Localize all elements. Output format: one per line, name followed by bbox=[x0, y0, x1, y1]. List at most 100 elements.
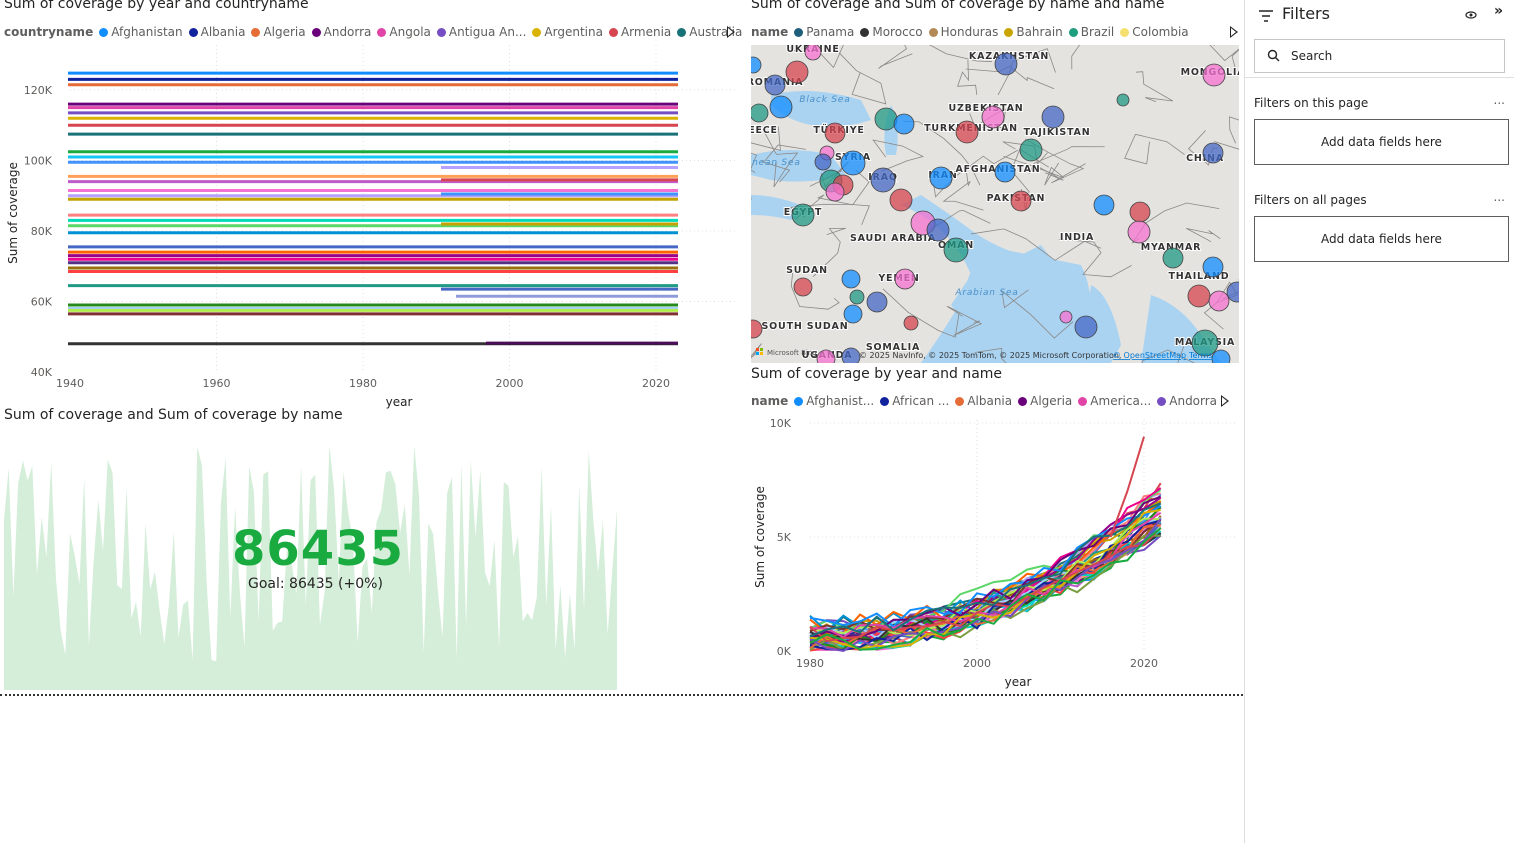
chart-legend: name Afghanist... African ... Albania Alger… bbox=[751, 394, 1223, 408]
map-bubble bbox=[1010, 190, 1032, 212]
legend-item[interactable]: Argentina bbox=[532, 25, 603, 39]
legend-item[interactable]: America... bbox=[1078, 394, 1151, 408]
legend-label: Algeria bbox=[1030, 394, 1073, 408]
legend-item[interactable]: Antigua An... bbox=[436, 25, 526, 39]
chart-title: Sum of coverage by year and countryname bbox=[4, 0, 309, 12]
map-bubble bbox=[994, 161, 1016, 183]
legend-label: African ... bbox=[892, 394, 950, 408]
legend-next-arrow[interactable] bbox=[727, 26, 735, 38]
map-label: ranean Sea bbox=[751, 158, 801, 168]
filters-pane: Filters » Search Filters on this page ..… bbox=[1244, 0, 1514, 843]
map-border bbox=[997, 48, 1056, 96]
map-bubble bbox=[764, 74, 786, 96]
map-border bbox=[1058, 239, 1132, 278]
legend-item[interactable]: African ... bbox=[880, 394, 949, 408]
legend-item[interactable]: Andorra bbox=[1157, 394, 1217, 408]
map-bubble bbox=[769, 95, 793, 119]
series-line bbox=[809, 502, 1162, 638]
legend-item[interactable]: Panama bbox=[794, 25, 854, 39]
map-border bbox=[872, 139, 925, 172]
chart-plot-area: 10K 5K 0K 1980 2000 2020 Sum of coverage year bbox=[753, 417, 1236, 689]
legend-item[interactable]: Afghanistan bbox=[99, 25, 183, 39]
map-bubble bbox=[893, 113, 915, 135]
legend-item[interactable]: Bahrain bbox=[1004, 25, 1063, 39]
selection-border bbox=[0, 694, 1243, 696]
ms-logo-icon bbox=[756, 348, 759, 351]
map-bubble bbox=[751, 56, 762, 74]
x-tick-label: 1940 bbox=[56, 377, 84, 390]
map-visual-coverage[interactable]: Sum of coverage and Sum of coverage by n… bbox=[751, 0, 1241, 365]
chart-title: Sum of coverage and Sum of coverage by n… bbox=[4, 407, 343, 423]
map-bubble bbox=[1041, 105, 1065, 129]
map-bubble bbox=[1202, 256, 1224, 278]
map-bubble bbox=[1211, 349, 1231, 363]
search-input[interactable]: Search bbox=[1291, 49, 1333, 63]
legend-item[interactable]: Honduras bbox=[928, 25, 998, 39]
legend-item[interactable]: Brazil bbox=[1068, 25, 1115, 39]
map-area[interactable]: UKRAINEKAZAKHSTANMONGOLIAROMANIABlack Se… bbox=[751, 45, 1239, 363]
legend-item[interactable]: Morocco bbox=[860, 25, 923, 39]
map-bubble bbox=[903, 315, 919, 331]
line-chart-coverage-by-name[interactable]: Sum of coverage by year and name name Af… bbox=[751, 365, 1241, 695]
legend-item[interactable]: Colombia bbox=[1120, 25, 1189, 39]
map-border bbox=[957, 59, 978, 95]
filters-title: Filters bbox=[1282, 4, 1330, 23]
ms-logo-icon bbox=[760, 352, 763, 355]
map-border bbox=[1214, 116, 1239, 150]
legend-dot bbox=[436, 27, 446, 37]
legend-item[interactable]: Albania bbox=[955, 394, 1012, 408]
map-bubble bbox=[751, 319, 763, 339]
legend-dot bbox=[1004, 27, 1014, 37]
more-options-icon[interactable]: ... bbox=[1493, 190, 1505, 204]
map-border bbox=[965, 65, 1055, 90]
map-label: MYANMAR bbox=[1141, 242, 1201, 253]
map-border bbox=[1131, 202, 1220, 244]
legend-item[interactable]: Angola bbox=[377, 25, 431, 39]
legend-label: Afghanistan bbox=[111, 25, 183, 39]
legend-label: Algeria bbox=[263, 25, 306, 39]
legend-dot bbox=[1018, 396, 1028, 406]
chart-title: Sum of coverage and Sum of coverage by n… bbox=[751, 0, 1165, 12]
legend-label: Andorra bbox=[323, 25, 372, 39]
more-options-icon[interactable]: ... bbox=[1493, 93, 1505, 107]
chart-legend: countryname Afghanistan Albania Algeria And… bbox=[4, 25, 748, 39]
x-axis-label: year bbox=[386, 395, 413, 409]
search-icon bbox=[1267, 49, 1280, 62]
line-chart-coverage-by-countryname[interactable]: Sum of coverage by year and countryname … bbox=[0, 0, 745, 410]
legend-label: Bahrain bbox=[1016, 25, 1063, 39]
x-tick-label: 1980 bbox=[349, 377, 377, 390]
map-border bbox=[942, 164, 984, 211]
legend-dot bbox=[1078, 396, 1088, 406]
map-bubble bbox=[874, 107, 898, 131]
eye-icon[interactable] bbox=[1465, 6, 1477, 25]
legend-item[interactable]: Albania bbox=[188, 25, 245, 39]
legend-item[interactable]: Andorra bbox=[311, 25, 372, 39]
kpi-card-coverage[interactable]: Sum of coverage and Sum of coverage by n… bbox=[0, 405, 620, 695]
legend-label: Argentina bbox=[544, 25, 603, 39]
legend-next-arrow[interactable] bbox=[1221, 395, 1229, 407]
y-tick-label: 0K bbox=[777, 645, 792, 658]
legend-item[interactable]: Algeria bbox=[1018, 394, 1072, 408]
map-bubble bbox=[955, 120, 979, 144]
map-label: SOUTH SUDAN bbox=[762, 321, 849, 332]
map-bubble bbox=[994, 52, 1018, 76]
legend-title: name bbox=[751, 25, 789, 39]
legend-item[interactable]: Afghanist... bbox=[794, 394, 874, 408]
add-data-fields-all[interactable]: Add data fields here bbox=[1254, 216, 1509, 262]
series-line bbox=[809, 509, 1161, 651]
add-data-fields-page[interactable]: Add data fields here bbox=[1254, 119, 1509, 165]
map-bubble bbox=[843, 304, 863, 324]
legend-label: Angola bbox=[389, 25, 431, 39]
legend-dot bbox=[955, 396, 965, 406]
legend-item[interactable]: Algeria bbox=[251, 25, 306, 39]
filter-search-box[interactable]: Search bbox=[1254, 39, 1505, 73]
legend-next-arrow[interactable] bbox=[1230, 26, 1238, 38]
kpi-trend-area bbox=[4, 445, 617, 690]
legend-label: Brazil bbox=[1080, 25, 1115, 39]
legend-label: Armenia bbox=[620, 25, 672, 39]
legend-item[interactable]: Armenia bbox=[608, 25, 672, 39]
legend-label: Albania bbox=[967, 394, 1013, 408]
map-border bbox=[1209, 45, 1239, 73]
y-tick-label: 40K bbox=[31, 366, 53, 379]
collapse-pane-icon[interactable]: » bbox=[1494, 3, 1504, 19]
